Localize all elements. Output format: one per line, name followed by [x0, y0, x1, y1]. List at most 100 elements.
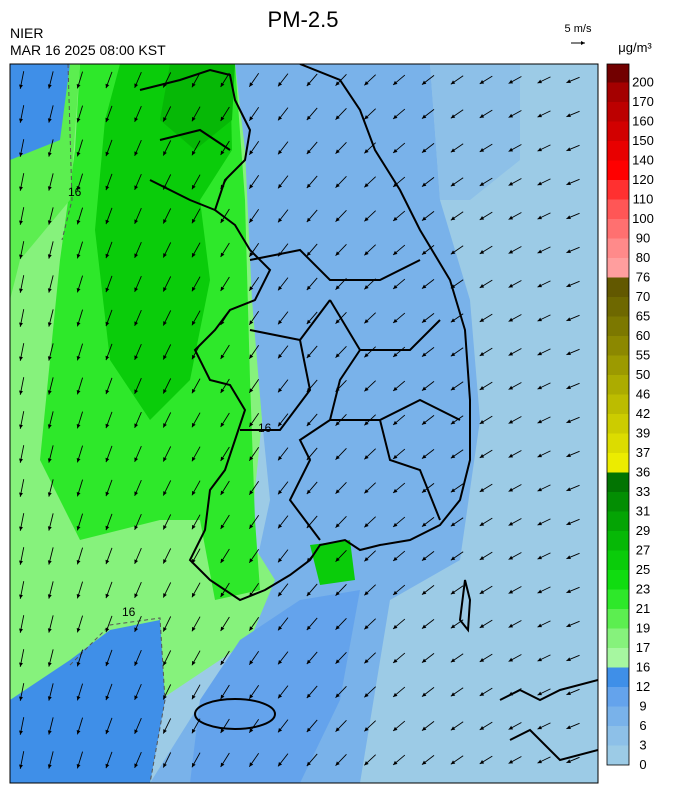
wind-arrow-head [76, 593, 81, 599]
wind-arrow-head [134, 695, 139, 700]
wind-arrow-head [76, 287, 81, 293]
wind-arrow-head [47, 730, 52, 735]
colorbar-label: 6 [639, 718, 646, 733]
wind-arrow-head [191, 490, 196, 496]
colorbar-band [607, 219, 629, 239]
wind-arrow-head [450, 522, 456, 527]
wind-arrow-head [191, 456, 196, 462]
colorbar-band [607, 648, 629, 668]
wind-arrow-head [220, 456, 225, 462]
colorbar-label: 39 [636, 426, 650, 441]
wind-arrow-head [19, 628, 23, 633]
wind-arrow-head [163, 695, 167, 700]
wind-arrow-head [537, 147, 542, 152]
wind-arrow-head [191, 728, 196, 734]
colorbar-label: 55 [636, 348, 650, 363]
wind-arrow-head [479, 386, 485, 390]
wind-arrow-head [335, 421, 340, 426]
colorbar-band [607, 375, 629, 395]
wind-arrow-head [508, 419, 514, 424]
wind-arrow-head [278, 455, 283, 461]
wind-arrow-head [134, 593, 139, 598]
wind-arrow-head [76, 661, 81, 667]
colorbar-label: 50 [636, 367, 650, 382]
wind-arrow-head [364, 625, 369, 630]
wind-arrow-head [508, 113, 514, 118]
colorbar-label: 0 [639, 757, 646, 772]
wind-arrow-head [306, 353, 311, 359]
wind-arrow-head [191, 286, 196, 292]
wind-arrow-head [364, 455, 369, 460]
wind-arrow-head [508, 725, 514, 730]
wind-arrow-head [105, 729, 110, 735]
wind-arrow-head [47, 254, 52, 259]
colorbar-band [607, 355, 629, 375]
wind-arrow-head [134, 491, 139, 496]
wind-arrow-head [47, 152, 52, 157]
wind-arrow-head [105, 763, 110, 769]
wind-arrow-head [105, 457, 110, 463]
wind-arrow-head [134, 559, 139, 564]
wind-arrow-head [191, 252, 196, 258]
wind-arrow-head [479, 114, 485, 118]
pm-zone-3 [430, 64, 520, 200]
wind-arrow-head [393, 692, 398, 697]
wind-arrow-head [393, 522, 398, 527]
colorbar: 0369121617192123252729313336373942465055… [606, 63, 654, 772]
wind-arrow-head [335, 285, 340, 290]
colorbar-band [607, 745, 629, 765]
wind-arrow-head [105, 83, 110, 89]
wind-arrow-head [47, 322, 52, 327]
wind-arrow-head [220, 320, 225, 326]
wind-arrow-head [220, 490, 225, 496]
wind-arrow-head [450, 726, 456, 731]
wind-arrow-head [421, 148, 427, 153]
wind-arrow-head [508, 385, 514, 390]
wind-arrow-head [220, 252, 225, 258]
colorbar-band [607, 199, 629, 219]
wind-arrow-head [220, 218, 225, 224]
wind-arrow-head [191, 558, 196, 564]
colorbar-label: 120 [632, 172, 654, 187]
wind-arrow-head [19, 730, 23, 735]
wind-arrow-head [508, 215, 514, 220]
wind-arrow-head [220, 524, 225, 530]
wind-arrow-head [566, 521, 571, 526]
wind-arrow-head [508, 759, 514, 764]
wind-arrow-head [537, 79, 542, 84]
wind-arrow-head [163, 661, 167, 666]
wind-arrow-head [450, 284, 456, 289]
wind-arrow-head [105, 151, 110, 157]
wind-arrow-head [335, 761, 340, 766]
wind-arrow-head [364, 727, 369, 732]
wind-arrow-head [105, 253, 110, 259]
wind-arrow-head [220, 82, 225, 88]
wind-arrow-head [47, 594, 52, 599]
wind-arrow-head [105, 423, 110, 429]
wind-arrow-head [335, 727, 340, 732]
wind-arrow-head [364, 421, 369, 426]
wind-arrow-head [220, 422, 225, 428]
pm-zone-6 [150, 64, 480, 783]
wind-arrow-head [163, 491, 167, 496]
wind-arrow-head [393, 284, 398, 289]
wind-arrow-head [249, 490, 254, 495]
wind-arrow-head [364, 489, 369, 494]
wind-arrow-head [163, 185, 167, 190]
wind-arrow-head [364, 251, 369, 256]
wind-arrow-head [249, 626, 254, 631]
wind-arrow-head [19, 220, 23, 225]
wind-arrow-head [566, 215, 571, 220]
wind-arrow-head [393, 182, 398, 187]
wind-arrow-head [278, 149, 283, 155]
wind-arrow-head [421, 454, 427, 459]
wind-arrow-head [508, 589, 514, 594]
wind-arrow-head [19, 662, 23, 667]
wind-arrow-head [393, 590, 398, 595]
wind-arrow-head [364, 387, 369, 392]
wind-arrow-head [479, 488, 485, 492]
wind-arrow-head [76, 627, 81, 633]
wind-arrow-head [134, 763, 139, 768]
wind-arrow-head [220, 592, 225, 598]
